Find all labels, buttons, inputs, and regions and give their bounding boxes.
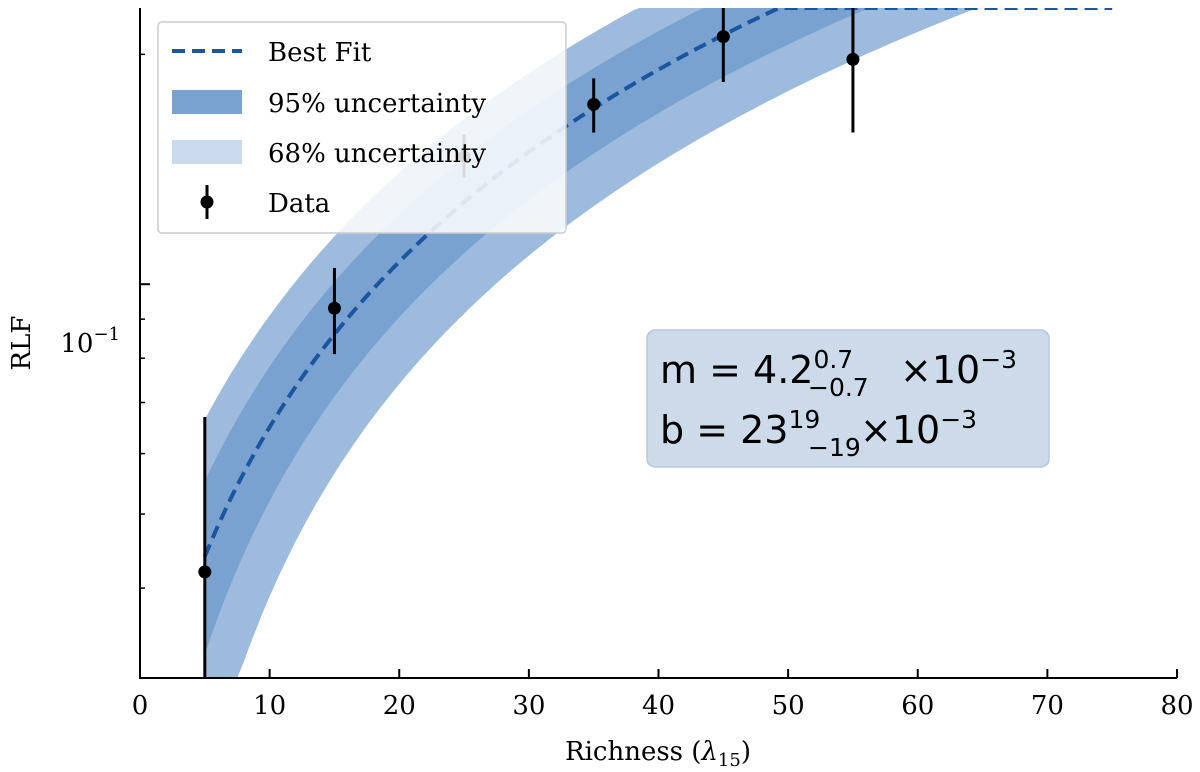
data-point (587, 78, 601, 133)
legend: Best Fit 95% uncertainty 68% uncertainty… (157, 21, 567, 234)
data-point (716, 8, 730, 83)
y-axis-label: RLF (7, 316, 37, 371)
data-marker (587, 97, 601, 111)
x-tick-label: 0 (132, 691, 149, 721)
data-point (327, 268, 341, 355)
legend-frame (157, 21, 567, 234)
x-axis-label: Richness (λ15) (565, 737, 751, 771)
data-marker (716, 30, 730, 44)
data-marker (198, 565, 212, 579)
legend-68-swatch (172, 140, 242, 164)
intercept-annotation: b = 2319 −19×10−3 (660, 405, 977, 462)
best-fit-line (202, 8, 1113, 558)
slope-annotation: m = 4.20.7 −0.7 ×10−3 (660, 345, 1017, 402)
data-marker (846, 52, 860, 66)
y-tick-exponent: −1 (93, 324, 120, 345)
x-tick-label: 80 (1160, 691, 1193, 721)
data-point (976, 0, 989, 8)
x-tick-label: 50 (772, 691, 805, 721)
legend-label-68: 68% uncertainty (268, 139, 486, 169)
fit-parameters-box: m = 4.20.7 −0.7 ×10−3 b = 2319 −19×10−3 (646, 329, 1050, 468)
data-marker (327, 301, 341, 315)
data-point (198, 417, 212, 678)
x-ticks: 0 10 20 30 40 50 60 70 80 (132, 669, 1194, 721)
y-tick-label-major: 10−1 (60, 324, 120, 359)
legend-label-95: 95% uncertainty (268, 89, 486, 119)
x-tick-label: 60 (901, 691, 934, 721)
x-tick-label: 20 (383, 691, 416, 721)
legend-data-marker (200, 195, 214, 209)
legend-label-best-fit: Best Fit (268, 38, 372, 68)
y-ticks (140, 53, 150, 589)
legend-label-data: Data (268, 189, 330, 219)
y-tick-base: 10 (60, 329, 93, 359)
annotation-frame (646, 329, 1050, 468)
x-tick-label: 10 (253, 691, 286, 721)
data-points (198, 0, 989, 678)
x-tick-label: 40 (642, 691, 675, 721)
x-tick-label: 70 (1031, 691, 1064, 721)
band-68 (204, 8, 1113, 655)
legend-95-swatch (172, 90, 242, 114)
data-point (846, 8, 860, 133)
best-fit-layer (202, 8, 1113, 558)
x-tick-label: 30 (512, 691, 545, 721)
